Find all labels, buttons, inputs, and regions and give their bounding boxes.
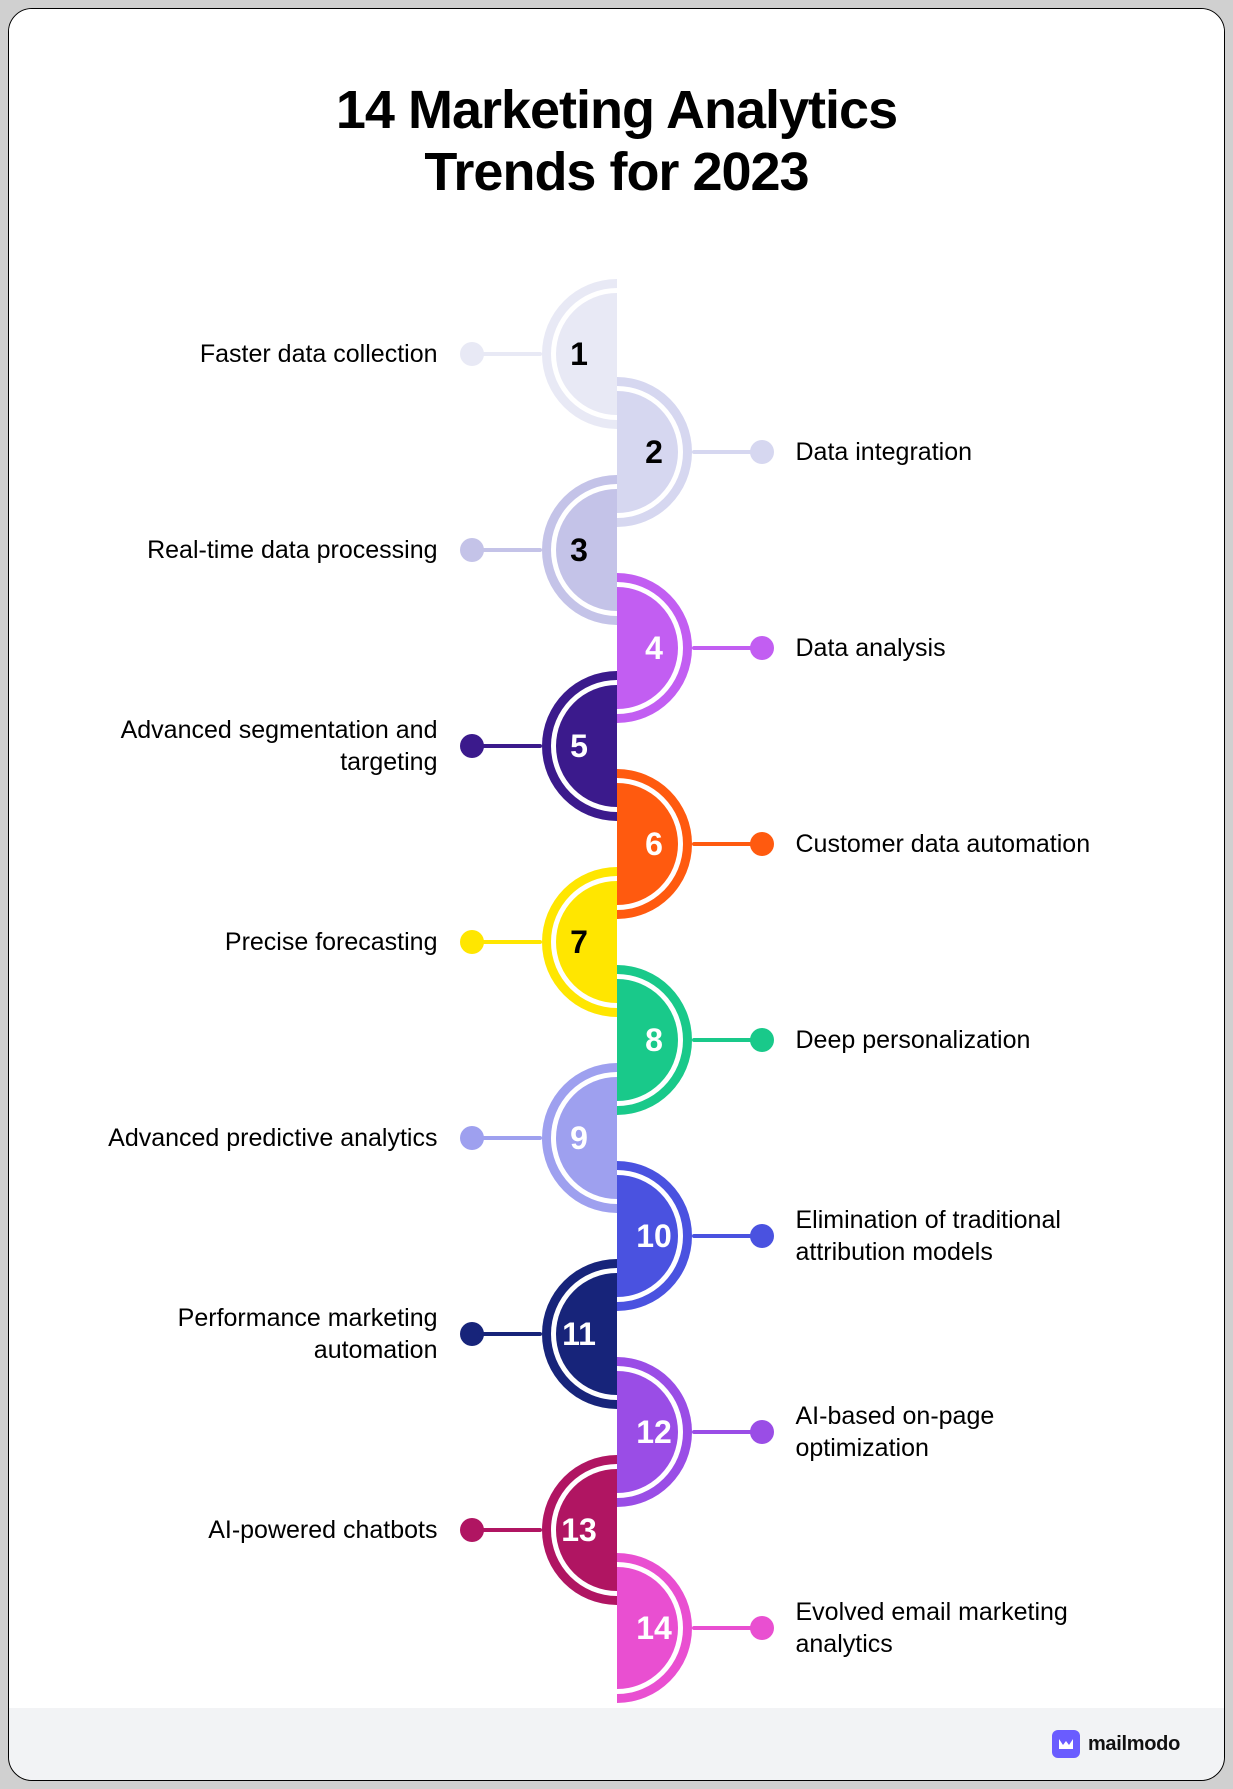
trend-label: AI-based on-page optimization	[796, 1400, 1126, 1465]
footer: mailmodo	[9, 1708, 1224, 1780]
trend-label: Real-time data processing	[108, 534, 438, 567]
connector-dot	[750, 636, 774, 660]
connector-dot	[460, 1322, 484, 1346]
connector-dot	[460, 342, 484, 366]
content-area: 14 Marketing Analytics Trends for 2023 1…	[9, 9, 1224, 1708]
trend-label: Faster data collection	[108, 338, 438, 371]
trend-chain: 1Faster data collection2Data integration…	[617, 279, 619, 1679]
trend-label: Data analysis	[796, 632, 1126, 665]
trend-label: Evolved email marketing analytics	[796, 1596, 1126, 1661]
infographic-card: 14 Marketing Analytics Trends for 2023 1…	[8, 8, 1225, 1781]
trend-number: 1	[542, 338, 617, 370]
trend-label: Precise forecasting	[108, 926, 438, 959]
trend-label: Advanced segmentation and targeting	[108, 714, 438, 779]
connector-dot	[460, 734, 484, 758]
title-line-1: 14 Marketing Analytics	[336, 80, 897, 140]
brand-logo: mailmodo	[1052, 1730, 1180, 1758]
connector-dot	[750, 1616, 774, 1640]
mailmodo-icon	[1052, 1730, 1080, 1758]
trend-label: Advanced predictive analytics	[108, 1122, 438, 1155]
page-title: 14 Marketing Analytics Trends for 2023	[9, 79, 1224, 203]
trend-number: 4	[617, 632, 692, 664]
trend-label: Performance marketing automation	[108, 1302, 438, 1367]
connector-dot	[750, 1420, 774, 1444]
connector-dot	[750, 1224, 774, 1248]
trend-label: Data integration	[796, 436, 1126, 469]
connector-dot	[750, 1028, 774, 1052]
trend-number: 13	[542, 1514, 617, 1546]
trend-label: Elimination of traditional attribution m…	[796, 1204, 1126, 1269]
trend-number: 6	[617, 828, 692, 860]
connector-dot	[750, 440, 774, 464]
trend-number: 5	[542, 730, 617, 762]
trend-number: 3	[542, 534, 617, 566]
trend-number: 9	[542, 1122, 617, 1154]
trend-number: 8	[617, 1024, 692, 1056]
trend-number: 12	[617, 1416, 692, 1448]
trend-number: 2	[617, 436, 692, 468]
trend-number: 11	[542, 1318, 617, 1350]
trend-label: Customer data automation	[796, 828, 1126, 861]
connector-dot	[750, 832, 774, 856]
connector-dot	[460, 538, 484, 562]
title-line-2: Trends for 2023	[424, 142, 808, 202]
connector-dot	[460, 1126, 484, 1150]
trend-number: 10	[617, 1220, 692, 1252]
trend-number: 14	[617, 1612, 692, 1644]
trend-label: AI-powered chatbots	[108, 1514, 438, 1547]
trend-number: 7	[542, 926, 617, 958]
connector-dot	[460, 1518, 484, 1542]
connector-dot	[460, 930, 484, 954]
brand-name: mailmodo	[1088, 1733, 1180, 1756]
trend-label: Deep personalization	[796, 1024, 1126, 1057]
